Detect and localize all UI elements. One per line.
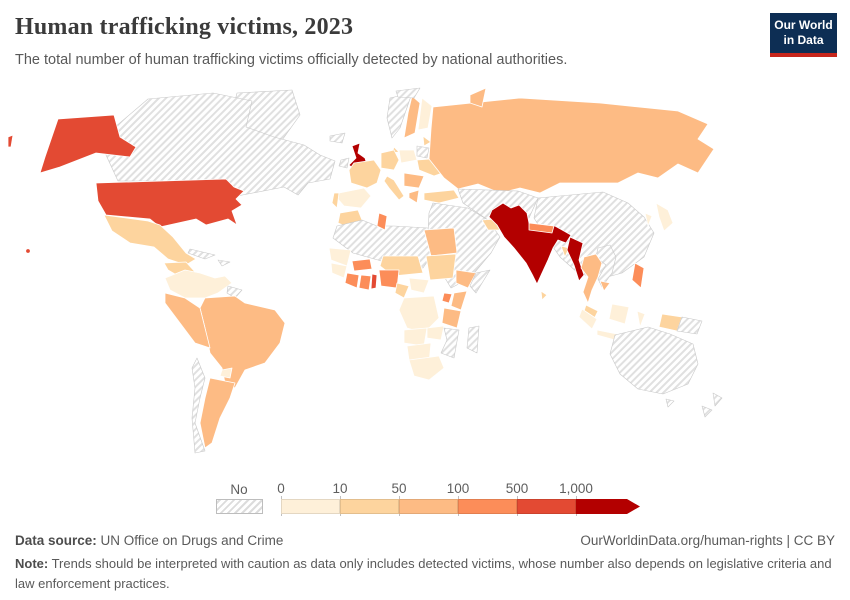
country-nigeria[interactable]: [378, 269, 400, 289]
footer-note: Note: Trends should be interpreted with …: [15, 554, 837, 593]
country-portugal[interactable]: [331, 192, 340, 209]
country-poland[interactable]: [398, 149, 418, 164]
page-title: Human trafficking victims, 2023: [15, 14, 354, 40]
legend-color-scale: [281, 499, 640, 514]
country-svalbard[interactable]: [395, 87, 421, 99]
country-hawaii[interactable]: [25, 248, 31, 254]
country-sri-lanka[interactable]: [540, 290, 548, 301]
country-baltics[interactable]: [422, 135, 432, 147]
owid-logo[interactable]: Our World in Data: [770, 13, 837, 57]
country-madagascar[interactable]: [466, 325, 480, 354]
country-russia[interactable]: [428, 97, 715, 194]
country-tunisia[interactable]: [376, 212, 388, 231]
country-alaska-wrap[interactable]: [7, 134, 14, 148]
country-south-korea[interactable]: [644, 212, 653, 227]
country-sweden[interactable]: [403, 95, 421, 139]
country-philippines[interactable]: [631, 262, 645, 289]
country-ireland[interactable]: [338, 157, 350, 169]
country-pakistan-india[interactable]: [488, 202, 572, 285]
note-text: Trends should be interpreted with cautio…: [15, 556, 832, 591]
country-novaya-zemlya[interactable]: [469, 87, 487, 108]
legend-tick-label: 10: [332, 481, 348, 496]
country-colombia-venezuela[interactable]: [164, 269, 233, 299]
country-thailand[interactable]: [580, 253, 603, 304]
country-new-zealand-south[interactable]: [701, 405, 713, 418]
country-cuba[interactable]: [187, 248, 216, 260]
world-choropleth-map: [7, 85, 843, 473]
footer-source-line: OurWorldinData.org/human-rights | CC BY …: [15, 533, 835, 548]
source-label: Data source:: [15, 533, 97, 548]
legend-tick-label: 0: [277, 481, 285, 496]
legend-tick-label: 1,000: [559, 481, 593, 496]
country-angola[interactable]: [403, 327, 428, 347]
country-myanmar[interactable]: [566, 236, 585, 282]
country-cote-divoire[interactable]: [344, 272, 360, 289]
legend-segment-100-500[interactable]: [458, 499, 517, 514]
country-chile[interactable]: [191, 357, 206, 454]
country-mozambique[interactable]: [440, 327, 460, 359]
legend-segment-1000-plus[interactable]: [576, 499, 640, 514]
country-germany[interactable]: [380, 149, 400, 171]
country-nepal[interactable]: [528, 222, 555, 234]
map-countries: [7, 87, 723, 454]
note-label: Note:: [15, 556, 49, 571]
country-papua-new-guinea[interactable]: [676, 316, 703, 335]
country-zambia[interactable]: [426, 325, 445, 341]
map-canvas: [7, 87, 723, 454]
country-uganda[interactable]: [441, 292, 453, 304]
country-argentina[interactable]: [199, 377, 236, 449]
country-hispaniola[interactable]: [217, 259, 231, 267]
chart-subtitle: The total number of human trafficking vi…: [15, 52, 568, 68]
country-burkina-faso[interactable]: [351, 258, 373, 272]
country-benin-togo[interactable]: [370, 273, 378, 290]
country-new-zealand-north[interactable]: [712, 392, 723, 407]
country-iceland[interactable]: [329, 132, 346, 144]
country-south-africa[interactable]: [408, 355, 445, 381]
country-kenya[interactable]: [450, 290, 468, 311]
country-central-african-republic[interactable]: [408, 277, 430, 294]
country-tanzania[interactable]: [441, 307, 462, 329]
country-italy[interactable]: [383, 175, 405, 201]
country-mexico[interactable]: [103, 214, 197, 266]
country-romania-balkans[interactable]: [403, 172, 425, 189]
legend-segment-10-50[interactable]: [340, 499, 399, 514]
country-alaska[interactable]: [39, 114, 137, 174]
country-tasmania[interactable]: [665, 398, 675, 408]
country-paraguay[interactable]: [219, 367, 233, 379]
legend-tick-label: 100: [446, 481, 470, 496]
country-united-states[interactable]: [95, 178, 245, 228]
country-turkey[interactable]: [423, 189, 460, 204]
country-finland[interactable]: [417, 97, 433, 131]
country-greece[interactable]: [408, 189, 420, 204]
country-france[interactable]: [348, 159, 382, 189]
legend-tick-label: 500: [505, 481, 529, 496]
owid-link[interactable]: OurWorldinData.org/human-rights | CC BY: [580, 533, 835, 548]
country-belarus[interactable]: [416, 145, 430, 159]
owid-logo-text: Our World in Data: [774, 18, 833, 47]
country-borneo[interactable]: [608, 303, 630, 325]
country-cameroon[interactable]: [394, 282, 410, 299]
legend-segment-0-10[interactable]: [281, 499, 340, 514]
country-egypt[interactable]: [423, 227, 458, 257]
country-sulawesi[interactable]: [636, 310, 646, 328]
country-australia[interactable]: [609, 326, 699, 395]
country-japan[interactable]: [655, 202, 674, 232]
country-ethiopia[interactable]: [455, 269, 477, 289]
legend-segment-500-1000[interactable]: [517, 499, 576, 514]
legend-no-data-swatch[interactable]: [216, 499, 263, 514]
country-guinea[interactable]: [330, 262, 348, 279]
country-sudan[interactable]: [425, 253, 457, 281]
legend-tick-label: 50: [391, 481, 407, 496]
country-brazil[interactable]: [199, 295, 286, 389]
source-text: UN Office on Drugs and Crime: [96, 533, 284, 548]
legend-segment-50-100[interactable]: [399, 499, 458, 514]
country-peru-ecuador[interactable]: [164, 292, 211, 349]
country-cambodia[interactable]: [599, 280, 611, 292]
country-somalia[interactable]: [469, 269, 491, 294]
country-spain[interactable]: [336, 187, 372, 209]
country-ghana[interactable]: [358, 274, 372, 291]
country-sumatra[interactable]: [578, 308, 598, 330]
